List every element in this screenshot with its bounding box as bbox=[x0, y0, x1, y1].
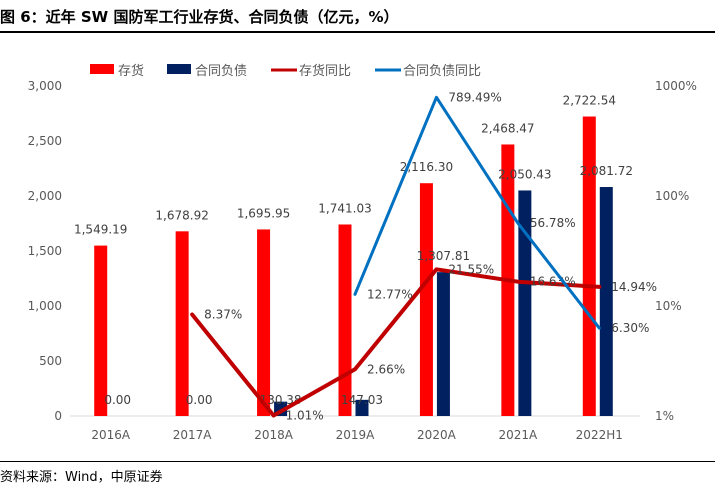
bar-inventory bbox=[582, 116, 596, 416]
x-axis-tick-label: 2018A bbox=[254, 428, 294, 442]
bar-data-label: 2,081.72 bbox=[580, 164, 633, 178]
figure-title: 图 6：近年 SW 国防军工行业存货、合同负债（亿元，%） bbox=[0, 8, 399, 26]
bar-data-label: 1,741.03 bbox=[318, 201, 371, 215]
line-data-label: 21.55% bbox=[448, 262, 494, 276]
bar-inventory bbox=[419, 183, 433, 416]
legend-label: 存货 bbox=[118, 63, 144, 79]
x-axis-tick-label: 2017A bbox=[173, 428, 213, 442]
line-data-label: 8.37% bbox=[204, 308, 242, 322]
bar-data-label: 2,468.47 bbox=[481, 121, 534, 135]
left-axis-tick-label: 2,500 bbox=[28, 134, 62, 148]
bar-data-label: 0.00 bbox=[186, 393, 213, 407]
bar-inventory bbox=[94, 245, 108, 416]
x-axis-tick-label: 2022H1 bbox=[576, 428, 623, 442]
line-contract-liabilities-yoy bbox=[353, 95, 601, 330]
bar-data-label: 2,116.30 bbox=[400, 160, 453, 174]
source-note: 资料来源：Wind，中原证券 bbox=[0, 470, 163, 485]
bar-contract-liabilities bbox=[355, 399, 369, 416]
left-axis-tick-label: 2,000 bbox=[28, 189, 62, 203]
line-data-label: 2.66% bbox=[367, 362, 405, 376]
legend-label: 合同负债同比 bbox=[403, 64, 481, 79]
line-data-label: 12.77% bbox=[367, 287, 413, 301]
bar-data-label: 1,307.81 bbox=[417, 249, 470, 263]
right-axis-tick-label: 100% bbox=[655, 189, 689, 203]
legend-label: 存货同比 bbox=[299, 63, 351, 79]
right-axis-tick-label: 10% bbox=[655, 299, 682, 313]
line-data-label: 6.30% bbox=[611, 321, 649, 335]
legend-label: 合同负债 bbox=[195, 64, 247, 79]
left-axis-tick-label: 1,500 bbox=[28, 244, 62, 258]
bar-data-label: 1,549.19 bbox=[74, 223, 127, 237]
bar-contract-liabilities bbox=[436, 272, 450, 416]
bar-contract-liabilities bbox=[518, 190, 532, 416]
line-data-label: 789.49% bbox=[448, 90, 501, 104]
x-axis-tick-label: 2020A bbox=[417, 428, 457, 442]
legend-swatch bbox=[90, 64, 114, 74]
right-axis-tick-label: 1000% bbox=[655, 79, 697, 93]
left-axis-tick-label: 1,000 bbox=[28, 299, 62, 313]
x-axis-tick-label: 2019A bbox=[336, 428, 376, 442]
bar-data-label: 2,722.54 bbox=[563, 94, 616, 108]
left-axis-tick-label: 500 bbox=[39, 354, 62, 368]
bar-data-label: 0.00 bbox=[104, 393, 131, 407]
bar-data-label: 2,050.43 bbox=[498, 167, 551, 181]
bar-inventory bbox=[338, 224, 352, 416]
line-data-label: 56.78% bbox=[530, 216, 576, 230]
bar-contract-liabilities bbox=[599, 187, 613, 416]
legend-swatch bbox=[167, 64, 191, 74]
line-data-label: 14.94% bbox=[611, 280, 657, 294]
bar-data-label: 1,678.92 bbox=[155, 208, 208, 222]
title-rule bbox=[0, 31, 715, 33]
line-data-label: 1.01% bbox=[286, 409, 324, 423]
x-axis-tick-label: 2016A bbox=[91, 428, 131, 442]
x-axis-tick-label: 2021A bbox=[498, 428, 538, 442]
bar-inventory bbox=[257, 229, 271, 416]
right-axis-tick-label: 1% bbox=[655, 409, 674, 423]
bar-data-label: 1,695.95 bbox=[237, 206, 290, 220]
bar-inventory bbox=[175, 231, 189, 416]
bar-data-label: 147.03 bbox=[341, 393, 383, 407]
line-inventory-yoy bbox=[190, 267, 602, 418]
left-axis-tick-label: 3,000 bbox=[28, 79, 62, 93]
source-rule bbox=[0, 461, 715, 462]
left-axis-tick-label: 0 bbox=[54, 409, 62, 423]
